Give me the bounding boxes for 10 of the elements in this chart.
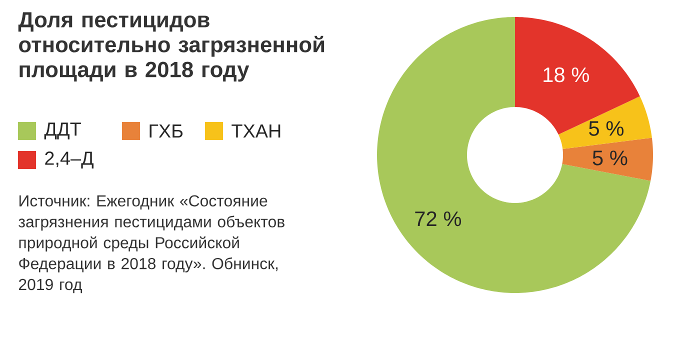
legend-label: ГХБ bbox=[150, 124, 183, 138]
legend-label: ТХАН bbox=[232, 124, 280, 138]
data-label: 5 % bbox=[589, 121, 624, 136]
legend-label: ДДТ bbox=[44, 122, 81, 140]
data-label: 5 % bbox=[592, 150, 628, 166]
data-label: 18 % bbox=[544, 67, 589, 82]
text: Источник: Ежегодник «Состояние загрязнения пестицидами объектов природной среды Российской Федерации в 2018 году». Обнинск, 2019 год bbox=[18, 195, 284, 294]
legend-label: 2,4–Д bbox=[45, 152, 94, 168]
data-label: 72 % bbox=[415, 211, 462, 226]
text: Доля пестицидов относительно загрязненной площади в 2018 году bbox=[18, 12, 324, 82]
